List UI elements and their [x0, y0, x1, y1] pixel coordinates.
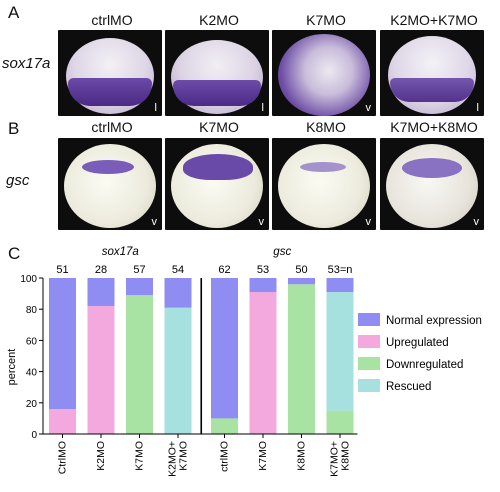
x-tick-label: K8MO [296, 441, 308, 471]
embryo-image-b-2: v [272, 138, 376, 230]
x-tick-label: K7MO [178, 441, 190, 471]
stacked-bar-chart: percent 0 20 40 60 80 100 51 CtrlMO 28 K2MO 57 K7M… [6, 246, 482, 477]
embryo-image-a-1: l [165, 30, 269, 116]
embryo-image-a-0: l [58, 30, 162, 116]
n-label: 51 [56, 264, 68, 276]
bar-segment-upregulated [249, 292, 277, 434]
n-label: 50 [295, 264, 307, 276]
bar-segment-downregulated [126, 295, 153, 434]
bar-segment-normal-expression [164, 278, 192, 308]
col-label-b-0: ctrlMO [91, 119, 133, 135]
col-label-a-1: K2MO [199, 12, 239, 28]
col-label-a-2: K7MO [306, 12, 346, 28]
bar-segment-upregulated [87, 306, 115, 434]
bar-segment-normal-expression [288, 278, 315, 285]
legend: Normal expression Upregulated Downregulate… [358, 313, 482, 393]
x-tick-label: K7MO [134, 441, 146, 471]
view-tag-a-0: l [154, 102, 157, 114]
bar-segment-rescued [164, 307, 192, 434]
bar-segment-normal-expression [49, 278, 76, 410]
panel-a-label: A [8, 3, 20, 22]
bars [49, 278, 354, 434]
panel-c-label: C [8, 244, 21, 263]
legend-swatch [358, 379, 380, 392]
n-label: 53 [257, 264, 269, 276]
bar-segment-normal-expression [326, 278, 354, 293]
panel-b-label: B [8, 119, 20, 138]
y-tick-label: 100 [20, 274, 37, 285]
n-label: 54 [172, 264, 184, 276]
row-label-gsc: gsc [6, 172, 30, 189]
group-label: gsc [273, 246, 291, 258]
view-tag-b-0: v [151, 216, 158, 228]
n-label: 62 [218, 264, 230, 276]
view-tag-b-1: v [258, 216, 265, 228]
n-label: 57 [133, 264, 145, 276]
n-label: 28 [95, 264, 107, 276]
legend-swatch [358, 313, 380, 326]
legend-label: Upregulated [386, 337, 449, 349]
view-tag-b-2: v [365, 216, 372, 228]
y-tick-label: 80 [26, 305, 38, 316]
x-tick-label: K7MO [257, 441, 269, 471]
bar-segment-downregulated [211, 418, 238, 434]
y-tick-label: 40 [26, 368, 38, 379]
y-tick-label: 60 [26, 336, 38, 347]
legend-swatch [358, 357, 380, 370]
legend-swatch [358, 335, 380, 348]
row-label-sox17a: sox17a [2, 55, 51, 72]
legend-label: Downregulated [386, 359, 463, 371]
embryo-image-a-3: l [380, 30, 484, 116]
y-tick-label: 20 [26, 399, 38, 410]
bar-segment-downregulated [326, 410, 354, 434]
bar-segment-normal-expression [126, 278, 153, 296]
x-tick-label: K7MO+ [329, 441, 341, 477]
bar-segment-downregulated [288, 284, 315, 434]
x-tick-label: CtrlMO [57, 441, 69, 474]
col-label-b-1: K7MO [199, 119, 239, 135]
bar-segment-normal-expression [249, 278, 277, 293]
embryo-image-b-1: v [165, 138, 269, 230]
y-tick-label: 0 [31, 430, 37, 441]
group-label: sox17a [102, 246, 139, 258]
n-label: 53=n [328, 264, 353, 276]
view-tag-a-1: l [261, 102, 264, 114]
bar-segment-rescued [326, 292, 354, 411]
bar-segment-upregulated [49, 409, 76, 434]
x-tick-label: K2MO [95, 441, 107, 471]
y-axis-label: percent [6, 349, 18, 386]
legend-label: Rescued [386, 381, 431, 393]
col-label-a-3: K2MO+K7MO [390, 12, 478, 28]
y-axis: 0 20 40 60 80 100 [20, 274, 44, 441]
x-tick-label: K8MO [340, 441, 352, 471]
view-tag-a-3: l [476, 102, 479, 114]
embryo-image-a-2: v [272, 30, 376, 116]
col-label-b-3: K7MO+K8MO [390, 119, 478, 135]
legend-label: Normal expression [386, 315, 482, 327]
embryo-image-b-3: v [380, 138, 484, 230]
view-tag-b-3: v [473, 216, 480, 228]
x-tick-label: ctrlMO [219, 441, 231, 472]
x-tick-label: K2MO+ [167, 441, 179, 477]
col-label-a-0: ctrlMO [91, 12, 133, 28]
col-label-b-2: K8MO [306, 119, 346, 135]
view-tag-a-2: v [365, 102, 372, 114]
bar-segment-normal-expression [87, 278, 115, 307]
embryo-image-b-0: v [58, 138, 162, 230]
bar-segment-normal-expression [211, 278, 238, 419]
